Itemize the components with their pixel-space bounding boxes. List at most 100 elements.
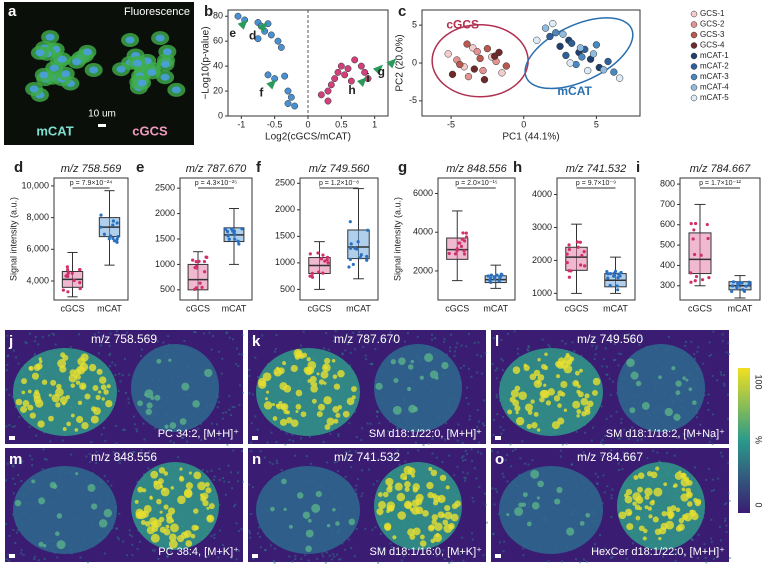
noise: [216, 406, 219, 409]
noise: [12, 465, 15, 468]
hotspot: [537, 358, 541, 362]
jitter: [582, 250, 586, 254]
hotspot: [419, 534, 425, 540]
noise: [48, 334, 51, 337]
nucleus: [160, 73, 170, 81]
data-point: [264, 71, 272, 79]
y-tick-label: 3000: [532, 222, 552, 232]
noise: [119, 380, 122, 383]
plot-frame: [53, 177, 129, 301]
noise: [717, 477, 720, 480]
noise: [211, 335, 214, 338]
group-label: cGCS: [446, 17, 479, 31]
hotspot: [576, 409, 582, 415]
hotspot: [183, 488, 193, 498]
noise: [618, 469, 621, 472]
hotspot: [572, 400, 581, 409]
noise: [707, 401, 710, 404]
noise: [371, 362, 374, 365]
noise: [506, 332, 509, 335]
hotspot: [411, 499, 420, 508]
hotspot: [410, 359, 415, 364]
jitter: [358, 255, 363, 260]
noise: [473, 467, 476, 470]
hotspot: [430, 538, 436, 544]
noise: [383, 548, 386, 551]
hotspot: [266, 390, 270, 394]
noise: [461, 536, 464, 539]
arrow-marker: [357, 77, 367, 88]
legend-swatch: [690, 52, 698, 60]
annotation: e: [229, 26, 236, 40]
noise: [527, 463, 530, 466]
noise: [379, 532, 382, 535]
hotspot: [264, 397, 269, 401]
data-point: [463, 40, 471, 48]
noise: [453, 474, 456, 477]
noise: [234, 503, 237, 506]
noise: [638, 336, 641, 339]
hotspot: [150, 395, 155, 401]
data-point: [254, 35, 262, 43]
data-point: [559, 30, 567, 38]
noise: [400, 559, 403, 562]
hotspot: [638, 506, 643, 511]
noise: [719, 371, 722, 374]
noise: [362, 345, 365, 348]
noise: [601, 439, 604, 442]
hotspot: [536, 428, 541, 432]
noise: [632, 340, 635, 343]
panel-label: g: [398, 159, 407, 176]
noise: [480, 355, 483, 358]
hotspot: [270, 506, 275, 512]
noise: [228, 394, 231, 397]
noise: [142, 422, 145, 425]
noise: [449, 346, 452, 349]
hotspot: [506, 513, 510, 517]
noise: [121, 374, 124, 377]
noise: [495, 377, 498, 380]
noise: [693, 353, 696, 356]
noise: [294, 554, 297, 557]
noise: [445, 422, 448, 425]
noise: [710, 537, 713, 540]
nucleus: [116, 65, 126, 73]
hotspot: [618, 511, 627, 520]
hotspot: [576, 414, 580, 418]
noise: [34, 340, 37, 343]
noise: [656, 451, 659, 454]
noise: [166, 556, 169, 559]
data-point: [552, 29, 560, 37]
jitter: [567, 243, 571, 247]
hotspot: [201, 492, 209, 500]
noise: [125, 554, 128, 557]
jitter: [692, 228, 696, 232]
hotspot: [169, 422, 177, 429]
noise: [470, 448, 473, 451]
noise: [8, 393, 11, 396]
noise: [444, 558, 447, 561]
noise: [220, 372, 223, 375]
hotspot: [290, 419, 299, 427]
noise: [5, 369, 8, 372]
hotspot: [181, 382, 190, 391]
noise: [352, 331, 355, 334]
image-annotation: PC 38:4, [M+K]⁺: [158, 546, 239, 558]
noise: [707, 393, 710, 396]
jitter: [730, 284, 735, 288]
noise: [12, 529, 15, 532]
data-point: [284, 100, 292, 107]
noise: [454, 346, 457, 349]
noise: [460, 344, 463, 347]
x-tick-label: -1: [237, 119, 245, 129]
noise: [275, 441, 278, 444]
noise: [596, 482, 599, 485]
noise: [461, 441, 464, 444]
hotspot: [178, 476, 185, 482]
noise: [590, 339, 593, 342]
hotspot: [194, 525, 200, 531]
hotspot: [101, 397, 105, 401]
noise: [502, 416, 505, 419]
noise: [5, 479, 8, 482]
noise: [101, 335, 104, 338]
